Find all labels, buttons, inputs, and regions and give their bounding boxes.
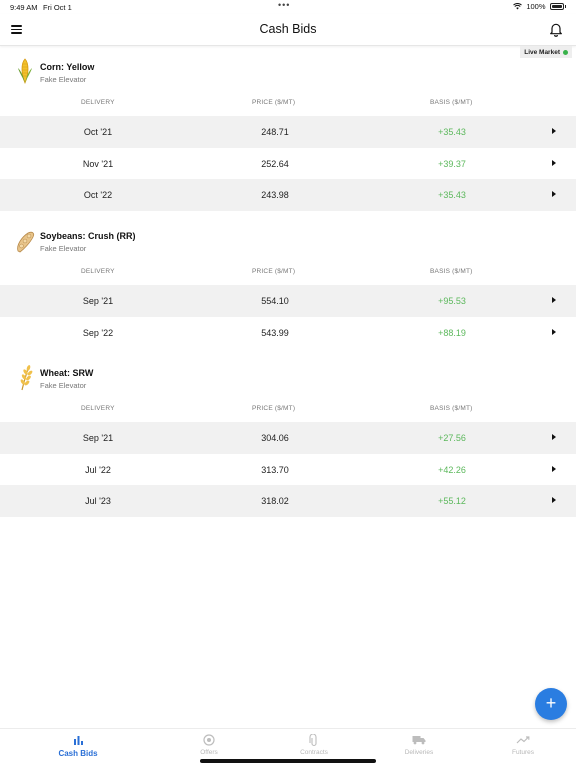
price-header: PRICE ($/MT) [252, 99, 296, 106]
bid-row[interactable]: Sep '21 304.06 +27.56 [0, 422, 576, 454]
commodity-section-corn: Corn: Yellow Fake Elevator DELIVERY PRIC… [0, 48, 576, 211]
column-headers: DELIVERY PRICE ($/MT) BASIS ($/MT) [0, 92, 576, 116]
chevron-right-icon [552, 434, 556, 440]
column-headers: DELIVERY PRICE ($/MT) BASIS ($/MT) [0, 398, 576, 422]
basis-cell: +35.43 [438, 127, 466, 137]
tab-label: Futures [511, 749, 535, 756]
basis-cell: +88.19 [438, 327, 466, 338]
basis-cell: +35.43 [438, 190, 466, 200]
price-cell: 313.70 [261, 464, 289, 475]
chevron-right-icon [552, 159, 556, 166]
battery-percent: 100% [526, 2, 546, 11]
truck-icon [379, 733, 459, 747]
battery-icon [549, 3, 564, 10]
tab-cash-bids[interactable]: Cash Bids [38, 733, 118, 758]
price-header: PRICE ($/MT) [252, 405, 296, 412]
basis-header: BASIS ($/MT) [430, 268, 473, 275]
delivery-cell: Sep '21 [82, 433, 114, 443]
commodity-header: Soybeans: Crush (RR) Fake Elevator [0, 217, 576, 261]
status-bar: 9:49 AM Fri Oct 1 ••• 100% [0, 0, 576, 14]
commodity-header: Wheat: SRW Fake Elevator [0, 354, 576, 398]
basis-header: BASIS ($/MT) [430, 405, 473, 412]
tab-contracts[interactable]: Contracts [274, 733, 354, 756]
basis-cell: +55.12 [438, 496, 466, 506]
bid-row[interactable]: Oct '21 248.71 +35.43 [0, 116, 576, 148]
chevron-right-icon [552, 328, 556, 335]
price-header: PRICE ($/MT) [252, 268, 296, 275]
trending-up-icon [483, 733, 563, 747]
elevator-name: Fake Elevator [40, 75, 87, 84]
chevron-right-icon [552, 465, 556, 472]
commodity-name: Soybeans: Crush (RR) [40, 231, 136, 241]
status-right: 100% [513, 2, 566, 11]
commodity-section-wheat: Wheat: SRW Fake Elevator DELIVERY PRICE … [0, 354, 576, 517]
tab-deliveries[interactable]: Deliveries [379, 733, 459, 756]
soybean-icon [17, 231, 35, 253]
delivery-cell: Sep '22 [82, 327, 114, 338]
price-cell: 543.99 [261, 327, 289, 338]
bid-row[interactable]: Jul '22 313.70 +42.26 [0, 454, 576, 486]
tab-label: Deliveries [404, 749, 434, 756]
elevator-name: Fake Elevator [40, 381, 87, 390]
bid-row[interactable]: Sep '22 543.99 +88.19 [0, 317, 576, 349]
basis-cell: +95.53 [438, 296, 466, 306]
price-cell: 248.71 [261, 127, 289, 137]
commodity-name: Corn: Yellow [40, 62, 95, 72]
bid-row[interactable]: Oct '22 243.98 +35.43 [0, 179, 576, 211]
commodity-header: Corn: Yellow Fake Elevator [0, 48, 576, 92]
chevron-right-icon [552, 191, 556, 197]
bid-row[interactable]: Nov '21 252.64 +39.37 [0, 148, 576, 180]
bid-row[interactable]: Sep '21 554.10 +95.53 [0, 285, 576, 317]
status-date: Fri Oct 1 [43, 3, 72, 12]
menu-icon[interactable] [11, 25, 22, 34]
home-indicator[interactable] [200, 759, 376, 763]
price-cell: 318.02 [261, 496, 289, 506]
delivery-cell: Jul '23 [85, 496, 111, 506]
basis-cell: +39.37 [438, 158, 466, 169]
basis-cell: +27.56 [438, 433, 466, 443]
bar-chart-icon [38, 733, 118, 747]
commodity-name: Wheat: SRW [40, 368, 94, 378]
tab-offers[interactable]: Offers [169, 733, 249, 756]
navigation-bar: Cash Bids [0, 14, 576, 46]
delivery-cell: Oct '21 [83, 127, 113, 137]
price-cell: 554.10 [261, 296, 289, 306]
elevator-name: Fake Elevator [40, 244, 87, 253]
delivery-header: DELIVERY [81, 99, 115, 106]
corn-icon [18, 58, 32, 84]
delivery-cell: Nov '21 [82, 158, 114, 169]
page-title: Cash Bids [259, 22, 317, 36]
column-headers: DELIVERY PRICE ($/MT) BASIS ($/MT) [0, 261, 576, 285]
bell-icon[interactable] [548, 21, 564, 37]
basis-cell: +42.26 [438, 464, 466, 475]
paperclip-icon [274, 733, 354, 747]
wheat-icon [20, 365, 33, 391]
tab-label: Cash Bids [58, 749, 98, 758]
delivery-header: DELIVERY [81, 405, 115, 412]
delivery-header: DELIVERY [81, 268, 115, 275]
chevron-right-icon [552, 297, 556, 303]
live-status-dot [563, 49, 568, 55]
price-cell: 252.64 [261, 158, 289, 169]
wifi-icon [513, 3, 523, 10]
tab-label: Offers [200, 749, 218, 756]
chevron-right-icon [552, 128, 556, 134]
price-cell: 304.06 [261, 433, 289, 443]
bid-row[interactable]: Jul '23 318.02 +55.12 [0, 485, 576, 517]
chevron-right-icon [552, 497, 556, 503]
live-market-badge: Live Market [520, 46, 572, 58]
delivery-cell: Sep '21 [82, 296, 114, 306]
delivery-cell: Oct '22 [83, 190, 113, 200]
status-time: 9:49 AM [10, 3, 38, 12]
basis-header: BASIS ($/MT) [430, 99, 473, 106]
commodity-section-soybeans: Soybeans: Crush (RR) Fake Elevator DELIV… [0, 217, 576, 348]
target-icon [169, 733, 249, 747]
live-market-label: Live Market [524, 48, 560, 56]
add-button[interactable]: + [535, 688, 567, 720]
delivery-cell: Jul '22 [85, 464, 111, 475]
tab-label: Contracts [300, 749, 328, 756]
tab-futures[interactable]: Futures [483, 733, 563, 756]
multitasking-dots-icon[interactable]: ••• [278, 0, 291, 10]
price-cell: 243.98 [261, 190, 289, 200]
